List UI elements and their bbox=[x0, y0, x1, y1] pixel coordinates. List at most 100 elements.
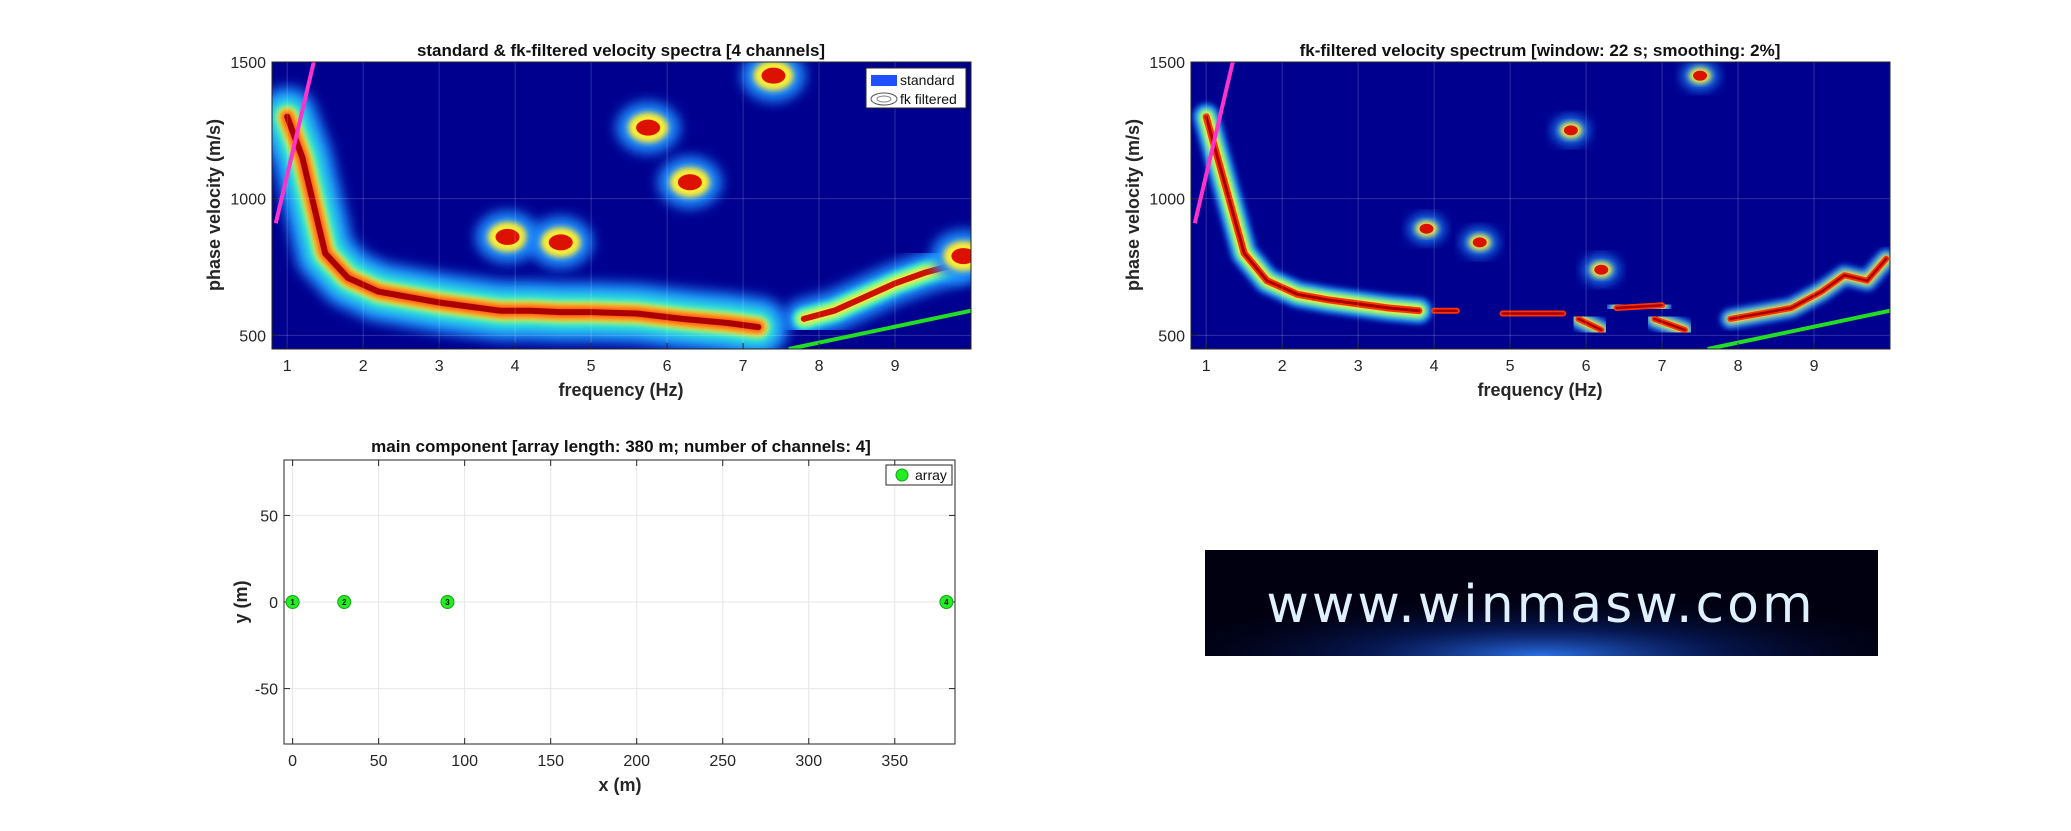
x-tick-label: 2 bbox=[359, 358, 368, 375]
array-point-label: 2 bbox=[342, 598, 347, 607]
y-axis-label: phase velocity (m/s) bbox=[1123, 119, 1143, 291]
x-tick-label: 8 bbox=[815, 358, 824, 375]
array-geometry-panel: main component [array length: 380 m; num… bbox=[231, 437, 956, 795]
legend-entry: array bbox=[915, 467, 947, 483]
x-tick-label: 6 bbox=[1582, 358, 1591, 375]
reference-line bbox=[788, 308, 971, 349]
x-tick-label: 8 bbox=[1734, 358, 1743, 375]
winmasw-logo: www.winmasw.com bbox=[1205, 550, 1878, 656]
logo-text: www.winmasw.com bbox=[1266, 575, 1815, 635]
spectral-patch-peak bbox=[1563, 125, 1578, 136]
spectral-patch-peak bbox=[548, 234, 573, 251]
y-axis-label: y (m) bbox=[231, 580, 251, 623]
reference-lines bbox=[273, 62, 971, 349]
spectral-band bbox=[800, 261, 959, 322]
plot-frame bbox=[271, 61, 972, 350]
x-tick-label: 9 bbox=[1810, 358, 1819, 375]
y-tick-label: 1500 bbox=[1149, 55, 1185, 72]
legend: standard fk filtered bbox=[865, 67, 967, 109]
x-tick-label: 5 bbox=[1506, 358, 1515, 375]
x-tick-label: 150 bbox=[537, 753, 564, 770]
x-tick-label: 9 bbox=[891, 358, 900, 375]
axis-ticks: 1 2 3 4 5 6 7 8 9 500 1000 1500 bbox=[230, 55, 899, 375]
x-tick-label: 6 bbox=[663, 358, 672, 375]
spectral-band bbox=[1615, 304, 1664, 310]
legend-entry: standard bbox=[900, 72, 954, 88]
spectral-band bbox=[1729, 257, 1888, 321]
reference-line bbox=[1707, 308, 1890, 349]
y-axis-label: phase velocity (m/s) bbox=[204, 119, 224, 291]
fk-spectrum-panel: fk-filtered velocity spectrum [window: 2… bbox=[1123, 41, 1891, 400]
axis-ticks: 0 50 100 150 200 250 300 350 -50 0 50 bbox=[255, 460, 955, 770]
x-tick-label: 250 bbox=[709, 753, 736, 770]
spectral-patch-peak bbox=[951, 248, 971, 265]
spectral-patch-peak bbox=[495, 228, 520, 245]
y-tick-label: 1000 bbox=[1149, 192, 1185, 209]
array-point-label: 3 bbox=[445, 598, 450, 607]
array-point-label: 4 bbox=[944, 598, 949, 607]
array-point-label: 1 bbox=[290, 598, 295, 607]
panel-title: fk-filtered velocity spectrum [window: 2… bbox=[1300, 41, 1781, 60]
array-point bbox=[939, 595, 954, 609]
spectral-patch-peak bbox=[636, 119, 661, 136]
axis-ticks: 1 2 3 4 5 6 7 8 9 500 1000 1500 bbox=[1149, 55, 1818, 375]
spectral-patch-peak bbox=[1472, 237, 1487, 248]
spectral-patch-peak bbox=[1594, 264, 1609, 275]
x-tick-label: 3 bbox=[435, 358, 444, 375]
array-points: 1 2 3 4 bbox=[285, 595, 954, 609]
spectral-band bbox=[1577, 317, 1603, 332]
y-tick-label: 1500 bbox=[230, 55, 266, 72]
y-tick-label: 50 bbox=[260, 508, 278, 525]
spectrum-heatmap bbox=[272, 62, 971, 349]
spectrum-heatmap bbox=[1193, 62, 1890, 340]
grid-lines bbox=[1191, 62, 1890, 349]
x-tick-label: 1 bbox=[283, 358, 292, 375]
reference-lines bbox=[1192, 62, 1890, 349]
x-tick-label: 50 bbox=[370, 753, 388, 770]
legend-marker-array bbox=[895, 468, 909, 482]
x-tick-label: 300 bbox=[795, 753, 822, 770]
x-axis-label: frequency (Hz) bbox=[1477, 380, 1602, 400]
legend: array bbox=[885, 464, 953, 486]
x-tick-label: 350 bbox=[881, 753, 908, 770]
x-tick-label: 1 bbox=[1202, 358, 1211, 375]
spectral-patch-peak bbox=[1419, 223, 1434, 234]
y-tick-label: 0 bbox=[269, 595, 278, 612]
x-axis-label: frequency (Hz) bbox=[558, 380, 683, 400]
legend-swatch-fk bbox=[870, 92, 898, 106]
reference-line bbox=[273, 62, 316, 224]
y-tick-label: 500 bbox=[1158, 328, 1185, 345]
x-tick-label: 5 bbox=[587, 358, 596, 375]
spectral-band bbox=[1204, 115, 1421, 313]
plot-frame bbox=[1190, 61, 1891, 350]
x-tick-label: 4 bbox=[1430, 358, 1439, 375]
legend-swatch-standard bbox=[871, 75, 897, 86]
panel-title: standard & fk-filtered velocity spectra … bbox=[417, 41, 825, 60]
x-tick-label: 100 bbox=[451, 753, 478, 770]
spectral-band bbox=[1653, 317, 1687, 332]
grid-lines bbox=[284, 460, 955, 744]
spectral-band bbox=[284, 113, 762, 331]
standard-spectra-panel: standard & fk-filtered velocity spectra … bbox=[204, 41, 972, 400]
x-tick-label: 200 bbox=[623, 753, 650, 770]
y-tick-label: -50 bbox=[255, 682, 278, 699]
x-tick-label: 7 bbox=[739, 358, 748, 375]
array-point bbox=[285, 595, 300, 609]
array-point bbox=[440, 595, 455, 609]
reference-line bbox=[1192, 62, 1235, 224]
spectral-patch-peak bbox=[1693, 70, 1708, 81]
spectral-patch-peak bbox=[761, 67, 786, 84]
legend-entry: fk filtered bbox=[900, 91, 957, 107]
y-tick-label: 1000 bbox=[230, 192, 266, 209]
y-tick-label: 500 bbox=[239, 328, 266, 345]
spectral-patch-peak bbox=[677, 174, 702, 191]
x-tick-label: 4 bbox=[511, 358, 520, 375]
x-tick-label: 7 bbox=[1658, 358, 1667, 375]
array-point bbox=[337, 595, 352, 609]
x-tick-label: 0 bbox=[288, 753, 297, 770]
panel-title: main component [array length: 380 m; num… bbox=[371, 437, 871, 456]
x-tick-label: 3 bbox=[1354, 358, 1363, 375]
x-axis-label: x (m) bbox=[598, 775, 641, 795]
x-tick-label: 2 bbox=[1278, 358, 1287, 375]
